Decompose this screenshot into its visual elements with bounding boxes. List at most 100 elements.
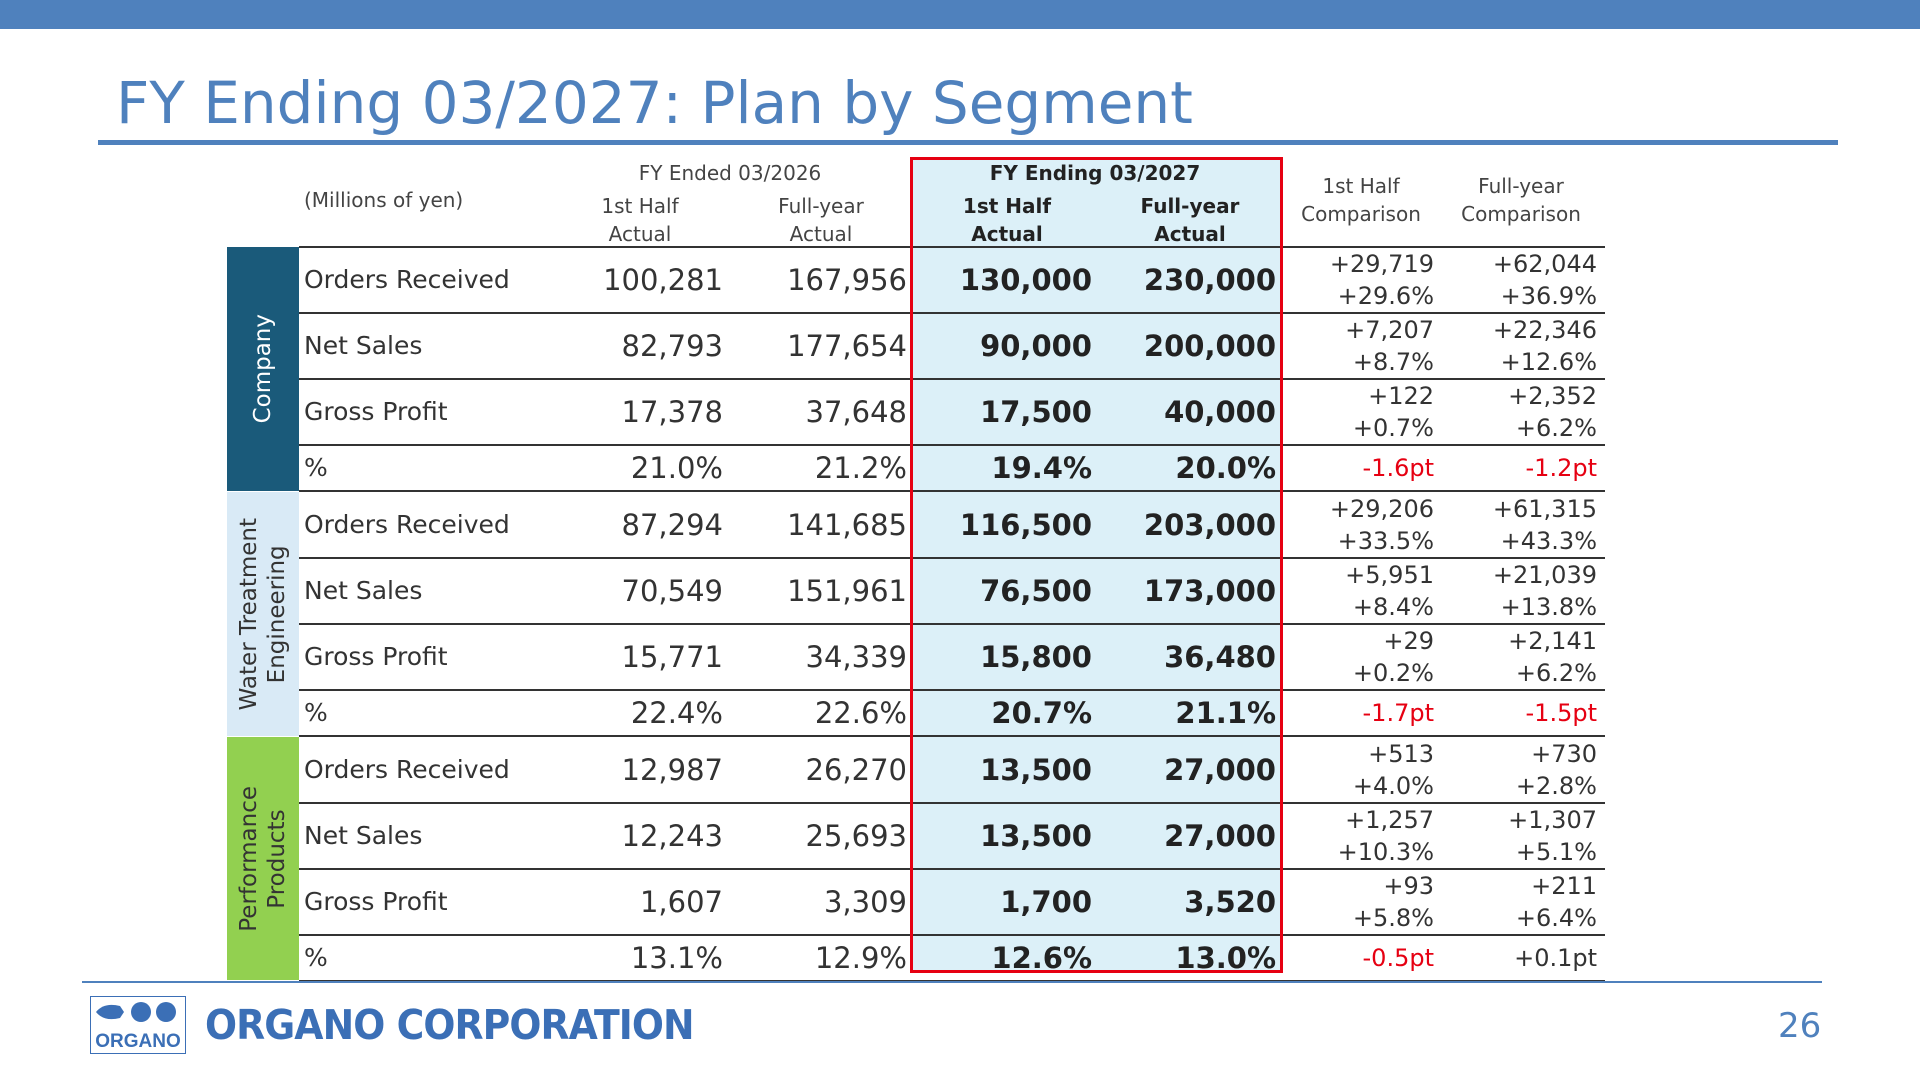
cell-cmp-fy-percent: +13.8% (1500, 593, 1597, 621)
cell-cmp-h1-amount: +29,719 (1329, 250, 1434, 278)
cell-cmp-fy-amount: +1,307 (1508, 806, 1597, 834)
cell-fy-2026: 151,961 (787, 574, 907, 608)
cell-cmp-fy-amount: +61,315 (1492, 495, 1597, 523)
cell-cmp-h1-amount: +93 (1383, 872, 1434, 900)
header-fy2026-h1-line2: Actual (608, 222, 672, 246)
cell-fy-2027: 20.0% (1175, 451, 1276, 485)
cell-fy-2026: 177,654 (787, 329, 907, 363)
table-rule (299, 689, 1605, 691)
segment-band-performance-products: Performance Products (227, 737, 299, 980)
cell-cmp-h1-percent: +0.7% (1352, 414, 1434, 442)
cell-cmp-fy-percent: +12.6% (1500, 348, 1597, 376)
cell-fy-2026: 26,270 (805, 753, 907, 787)
table-rule (299, 623, 1605, 625)
cell-cmp-h1-percent: +29.6% (1337, 282, 1434, 310)
page-title: FY Ending 03/2027: Plan by Segment (116, 69, 1193, 137)
cell-h1-2027: 17,500 (980, 395, 1092, 429)
row-label: Gross Profit (304, 397, 448, 426)
cell-h1-2027: 13,500 (980, 819, 1092, 853)
segment-label-water-treatment: Water Treatment Engineering (236, 517, 290, 711)
table-rule (299, 312, 1605, 314)
cell-fy-2027: 13.0% (1175, 941, 1276, 975)
cell-fy-2026: 22.6% (814, 696, 907, 730)
cell-h1-2026: 87,294 (621, 508, 723, 542)
table-rule (299, 735, 1605, 737)
cell-fy-2026: 37,648 (805, 395, 907, 429)
table-rule (299, 557, 1605, 559)
cell-h1-2027: 90,000 (980, 329, 1092, 363)
row-label: % (304, 698, 328, 727)
row-label: Net Sales (304, 576, 423, 605)
segment-band-company: Company (227, 247, 299, 491)
cell-cmp-fy-points: -1.2pt (1525, 454, 1597, 482)
cell-cmp-h1-amount: +122 (1368, 382, 1434, 410)
header-fy2026: FY Ended 03/2026 (638, 161, 822, 185)
header-fy2027-fy-line2: Actual (1154, 222, 1226, 246)
header-cmp-fy-line1: Full-year (1478, 174, 1564, 198)
fy2027-highlight-fill (910, 157, 1283, 973)
cell-fy-2027: 200,000 (1143, 329, 1276, 363)
cell-cmp-h1-percent: +0.2% (1352, 659, 1434, 687)
cell-fy-2027: 230,000 (1143, 263, 1276, 297)
cell-cmp-fy-percent: +6.2% (1515, 414, 1597, 442)
cell-cmp-fy-amount: +211 (1531, 872, 1597, 900)
cell-cmp-fy-percent: +43.3% (1500, 527, 1597, 555)
cell-fy-2026: 34,339 (805, 640, 907, 674)
unit-label: (Millions of yen) (304, 188, 464, 212)
cell-fy-2027: 40,000 (1164, 395, 1276, 429)
title-underline (98, 140, 1838, 145)
cell-fy-2027: 203,000 (1143, 508, 1276, 542)
cell-h1-2026: 15,771 (621, 640, 723, 674)
cell-h1-2027: 20.7% (991, 696, 1092, 730)
cell-fy-2026: 21.2% (814, 451, 907, 485)
top-accent-bar (0, 0, 1920, 29)
cell-h1-2027: 12.6% (991, 941, 1092, 975)
row-label: % (304, 943, 328, 972)
table-rule (299, 868, 1605, 870)
cell-cmp-fy-amount: +2,141 (1508, 627, 1597, 655)
table-rule (299, 444, 1605, 446)
cell-cmp-h1-percent: +5.8% (1352, 904, 1434, 932)
cell-fy-2026: 167,956 (787, 263, 907, 297)
header-fy2027-fy-line1: Full-year (1140, 194, 1240, 218)
cell-h1-2026: 22.4% (630, 696, 723, 730)
cell-fy-2027: 21.1% (1175, 696, 1276, 730)
cell-cmp-h1-amount: +513 (1368, 740, 1434, 768)
row-label: Orders Received (304, 510, 510, 539)
cell-fy-2026: 12.9% (814, 941, 907, 975)
cell-h1-2027: 13,500 (980, 753, 1092, 787)
cell-cmp-fy-percent: +5.1% (1515, 838, 1597, 866)
segment-band-water-treatment: Water Treatment Engineering (227, 492, 299, 736)
cell-fy-2026: 3,309 (823, 885, 907, 919)
row-label: % (304, 453, 328, 482)
cell-h1-2027: 116,500 (959, 508, 1092, 542)
organo-logo-icon: ORGANO (90, 996, 186, 1054)
cell-cmp-fy-amount: +21,039 (1492, 561, 1597, 589)
cell-h1-2026: 82,793 (621, 329, 723, 363)
cell-cmp-fy-amount: +730 (1531, 740, 1597, 768)
cell-h1-2026: 70,549 (621, 574, 723, 608)
cell-cmp-fy-percent: +6.2% (1515, 659, 1597, 687)
table-rule (299, 246, 1605, 248)
cell-fy-2027: 173,000 (1143, 574, 1276, 608)
table-rule (299, 934, 1605, 936)
cell-cmp-h1-amount: +29 (1383, 627, 1434, 655)
cell-cmp-fy-points: +0.1pt (1514, 944, 1597, 972)
cell-fy-2027: 36,480 (1164, 640, 1276, 674)
header-fy2027-h1-line1: 1st Half (962, 194, 1052, 218)
organo-logo-text: ORGANO (95, 1031, 181, 1052)
fy2027-highlight-border (910, 157, 1283, 973)
table-rule (299, 802, 1605, 804)
cell-cmp-h1-percent: +8.7% (1352, 348, 1434, 376)
cell-cmp-fy-amount: +22,346 (1492, 316, 1597, 344)
header-fy2027: FY Ending 03/2027 (989, 161, 1201, 185)
cell-cmp-fy-percent: +2.8% (1515, 772, 1597, 800)
cell-cmp-fy-percent: +6.4% (1515, 904, 1597, 932)
cell-cmp-h1-points: -1.7pt (1362, 699, 1434, 727)
page-number: 26 (1778, 1006, 1822, 1046)
cell-cmp-h1-amount: +1,257 (1345, 806, 1434, 834)
cell-cmp-h1-percent: +4.0% (1352, 772, 1434, 800)
header-fy2026-h1-line1: 1st Half (601, 194, 679, 218)
cell-fy-2026: 25,693 (805, 819, 907, 853)
cell-fy-2026: 141,685 (787, 508, 907, 542)
